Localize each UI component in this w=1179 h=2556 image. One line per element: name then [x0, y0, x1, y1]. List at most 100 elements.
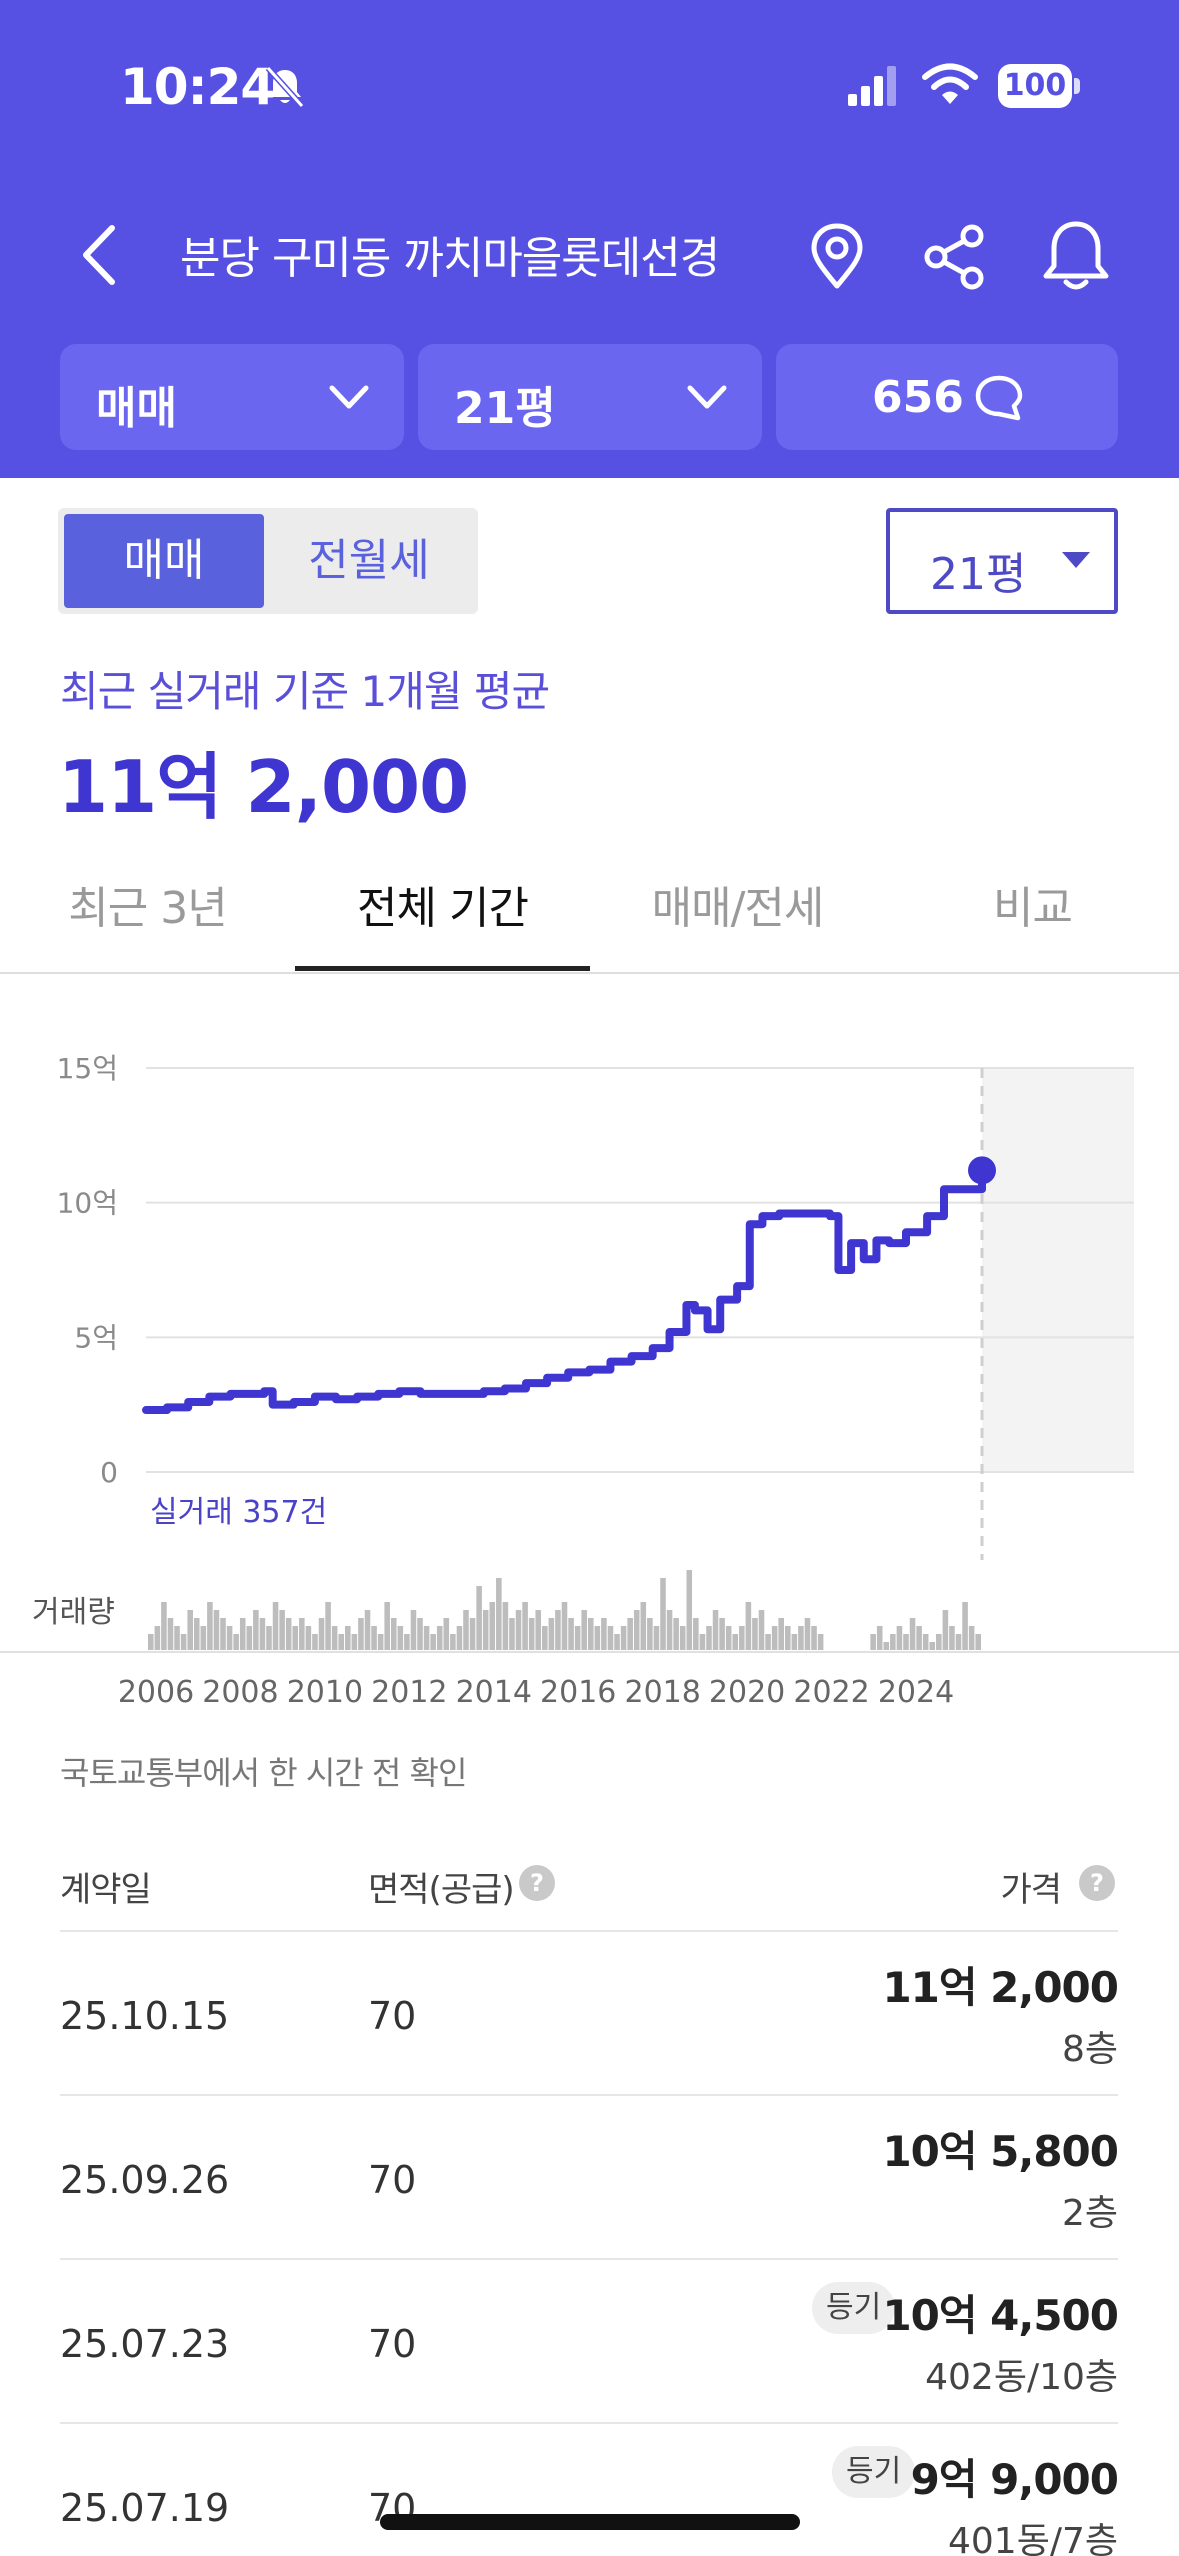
volume-bar: [266, 1626, 272, 1650]
volume-bar: [463, 1610, 469, 1650]
deal-type-select[interactable]: 매매: [60, 344, 404, 450]
size-dropdown-label: 21평: [930, 549, 1027, 600]
y-tick-label: 10억: [57, 1187, 118, 1220]
caret-down-icon: [1062, 552, 1090, 568]
volume-bar: [345, 1626, 351, 1650]
volume-bar: [436, 1626, 443, 1650]
volume-bar: [620, 1626, 627, 1650]
size-select[interactable]: 21평: [418, 344, 762, 450]
volume-bar: [555, 1610, 561, 1650]
row-date: 25.10.15: [60, 1994, 230, 2038]
table-row[interactable]: 25.09.26 70 10억 5,800 2층: [0, 2096, 1179, 2260]
volume-bar: [594, 1626, 601, 1650]
size-dropdown[interactable]: 21평: [886, 508, 1118, 614]
volume-bar: [325, 1602, 331, 1650]
volume-bar: [765, 1634, 771, 1650]
row-divider: [60, 2422, 1118, 2424]
row-divider: [60, 2094, 1118, 2096]
volume-bar: [239, 1618, 246, 1650]
tab-all-period[interactable]: 전체 기간: [357, 883, 529, 934]
row-date: 25.07.23: [60, 2322, 230, 2366]
volume-bar: [942, 1610, 949, 1650]
x-tick-label: 2024: [878, 1675, 954, 1710]
volume-bar: [489, 1602, 496, 1650]
volume-bar: [233, 1634, 239, 1650]
volume-bar: [876, 1626, 883, 1650]
volume-bar: [522, 1602, 528, 1650]
volume-bar: [673, 1618, 679, 1650]
volume-bar: [791, 1634, 798, 1650]
volume-bar: [318, 1618, 325, 1650]
help-icon[interactable]: ?: [518, 1864, 556, 1902]
volume-bar: [739, 1626, 745, 1650]
volume-bar: [660, 1578, 666, 1650]
segment-rent[interactable]: 전월세: [308, 535, 430, 586]
volume-bar: [771, 1626, 778, 1650]
volume-bar: [423, 1626, 430, 1650]
volume-bar: [246, 1626, 253, 1650]
table-row[interactable]: 25.07.19 70 등기 9억 9,000 401동/7층: [0, 2424, 1179, 2556]
volume-bar: [968, 1626, 975, 1650]
row-floor: 8층: [1061, 2029, 1118, 2070]
segment-sale[interactable]: 매매: [64, 514, 264, 608]
page-title: 분당 구미동 까치마을롯데선경: [180, 233, 720, 284]
map-pin-icon[interactable]: [802, 222, 872, 292]
signal-icon: [848, 66, 896, 106]
average-price-label: 최근 실거래 기준 1개월 평균: [60, 667, 550, 716]
x-tick-label: 2010: [287, 1675, 363, 1710]
volume-bar: [745, 1602, 752, 1650]
table-row[interactable]: 25.07.23 70 등기 10억 4,500 402동/10층: [0, 2260, 1179, 2424]
help-icon[interactable]: ?: [1078, 1864, 1116, 1902]
volume-bar: [936, 1634, 942, 1650]
volume-bar: [528, 1618, 535, 1650]
volume-bar: [725, 1626, 732, 1650]
tab-divider: [0, 972, 1179, 974]
row-floor: 401동/7층: [948, 2521, 1118, 2556]
volume-bar: [975, 1634, 981, 1650]
y-tick-label: 15억: [57, 1052, 118, 1085]
y-tick-label: 0: [100, 1456, 118, 1489]
registry-badge: 등기: [832, 2446, 916, 2498]
status-time: 10:24: [120, 58, 275, 116]
volume-bar: [693, 1618, 699, 1650]
row-date: 25.07.19: [60, 2486, 230, 2530]
tab-sale-jeonse[interactable]: 매매/전세: [651, 883, 825, 934]
tab-compare[interactable]: 비교: [993, 883, 1073, 934]
table-row[interactable]: 25.10.15 70 11억 2,000 8층: [0, 1932, 1179, 2096]
row-price: 9억 9,000: [910, 2455, 1119, 2504]
volume-bar: [955, 1634, 962, 1650]
row-area: 70: [368, 1994, 417, 2038]
volume-bar: [443, 1618, 450, 1650]
volume-bar: [167, 1618, 174, 1650]
volume-bar: [548, 1618, 555, 1650]
volume-bar: [193, 1618, 200, 1650]
x-tick-label: 2016: [540, 1675, 616, 1710]
bell-icon[interactable]: [1038, 218, 1114, 294]
volume-bar: [798, 1626, 804, 1650]
volume-bar: [154, 1626, 161, 1650]
active-tab-indicator: [295, 966, 590, 971]
x-tick-label: 2006: [118, 1675, 194, 1710]
volume-bar: [601, 1618, 607, 1650]
share-icon[interactable]: [920, 222, 990, 292]
comments-button[interactable]: 656: [776, 344, 1118, 450]
row-price: 10억 4,500: [882, 2291, 1119, 2340]
deal-segmented-control: 매매 전월세: [58, 508, 478, 614]
volume-bar: [509, 1618, 515, 1650]
volume-bar: [417, 1618, 423, 1650]
volume-bar: [285, 1618, 292, 1650]
volume-bar: [929, 1642, 936, 1650]
back-icon[interactable]: [72, 220, 132, 290]
volume-bar: [817, 1634, 824, 1650]
bell-slash-icon: [265, 65, 305, 109]
row-divider: [60, 2258, 1118, 2260]
svg-text:?: ?: [1090, 1869, 1104, 1897]
volume-bar: [207, 1602, 213, 1650]
header-price: 가격: [1000, 1870, 1062, 1910]
comment-icon: [975, 375, 1023, 421]
volume-bar: [909, 1618, 916, 1650]
app-header: 10:24 100 분당 구미동 까치마을롯데선경: [0, 0, 1179, 478]
volume-bar: [614, 1634, 620, 1650]
tab-recent-3y[interactable]: 최근 3년: [68, 883, 227, 934]
